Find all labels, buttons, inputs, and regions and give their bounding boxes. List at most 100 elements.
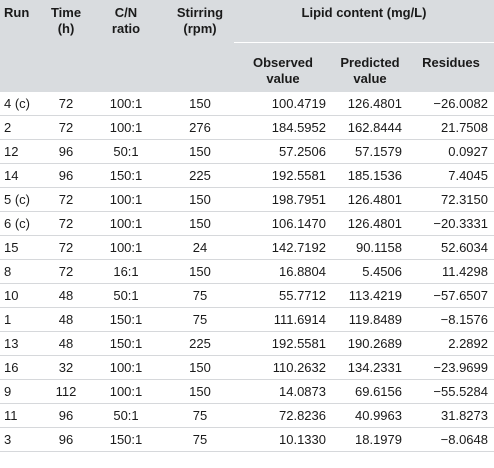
cell-time: 32: [46, 355, 86, 380]
cell-predicted: 162.8444: [332, 115, 408, 140]
header-cn-ratio-label: C/N ratio: [111, 5, 141, 36]
table-row: 15 72 100:1 24 142.7192 90.1158 52.6034: [0, 235, 494, 260]
cell-cn-ratio: 50:1: [86, 403, 166, 428]
cell-run: 10: [0, 283, 46, 308]
cell-predicted: 90.1158: [332, 235, 408, 260]
cell-residues: −55.5284: [408, 379, 494, 404]
cell-predicted: 57.1579: [332, 139, 408, 164]
cell-cn-ratio: 16:1: [86, 259, 166, 284]
cell-run: 6 (c): [0, 211, 46, 236]
cell-residues: 52.6034: [408, 235, 494, 260]
table-row: 14 96 150:1 225 192.5581 185.1536 7.4045: [0, 163, 494, 188]
cell-residues: −26.0082: [408, 92, 494, 116]
cell-stirring: 150: [166, 92, 234, 116]
cell-predicted: 126.4801: [332, 211, 408, 236]
cell-time: 72: [46, 187, 86, 212]
cell-residues: −20.3331: [408, 211, 494, 236]
cell-run: 11: [0, 403, 46, 428]
cell-cn-ratio: 100:1: [86, 187, 166, 212]
cell-observed: 142.7192: [234, 235, 332, 260]
header-time-label: Time (h): [50, 5, 82, 36]
cell-observed: 57.2506: [234, 139, 332, 164]
cell-run: 4 (c): [0, 92, 46, 116]
cell-observed: 198.7951: [234, 187, 332, 212]
cell-time: 96: [46, 163, 86, 188]
cell-run: 3: [0, 427, 46, 452]
cell-stirring: 276: [166, 115, 234, 140]
cell-stirring: 75: [166, 403, 234, 428]
cell-cn-ratio: 150:1: [86, 427, 166, 452]
cell-stirring: 150: [166, 259, 234, 284]
cell-predicted: 126.4801: [332, 187, 408, 212]
cell-run: 5 (c): [0, 187, 46, 212]
table-row: 1 48 150:1 75 111.6914 119.8489 −8.1576: [0, 307, 494, 332]
table-row: 8 72 16:1 150 16.8804 5.4506 11.4298: [0, 259, 494, 284]
cell-observed: 184.5952: [234, 115, 332, 140]
cell-cn-ratio: 150:1: [86, 307, 166, 332]
cell-stirring: 150: [166, 187, 234, 212]
cell-observed: 106.1470: [234, 211, 332, 236]
cell-predicted: 69.6156: [332, 379, 408, 404]
cell-time: 72: [46, 115, 86, 140]
cell-cn-ratio: 150:1: [86, 163, 166, 188]
cell-run: 8: [0, 259, 46, 284]
header-cn-ratio: C/N ratio: [86, 0, 166, 92]
cell-stirring: 225: [166, 163, 234, 188]
cell-cn-ratio: 100:1: [86, 355, 166, 380]
header-stirring: Stirring (rpm): [166, 0, 234, 92]
cell-cn-ratio: 50:1: [86, 283, 166, 308]
header-predicted-label: Predicted value: [340, 54, 400, 86]
cell-observed: 72.8236: [234, 403, 332, 428]
header-run-label: Run: [4, 5, 30, 20]
cell-predicted: 40.9963: [332, 403, 408, 428]
cell-run: 15: [0, 235, 46, 260]
cell-stirring: 225: [166, 331, 234, 356]
table-header: Run Time (h) C/N ratio Stirring (rpm) Li…: [0, 0, 494, 92]
cell-run: 12: [0, 139, 46, 164]
table-row: 4 (c) 72 100:1 150 100.4719 126.4801 −26…: [0, 92, 494, 116]
header-observed-value: Observed value: [234, 42, 332, 92]
cell-time: 72: [46, 211, 86, 236]
header-observed-label: Observed value: [253, 54, 313, 86]
cell-time: 48: [46, 331, 86, 356]
table-row: 11 96 50:1 75 72.8236 40.9963 31.8273: [0, 403, 494, 428]
cell-time: 96: [46, 427, 86, 452]
header-lipid-content-group: Lipid content (mg/L): [234, 0, 494, 43]
table-row: 3 96 150:1 75 10.1330 18.1979 −8.0648: [0, 427, 494, 452]
header-run: Run: [0, 0, 46, 92]
cell-time: 72: [46, 92, 86, 116]
cell-stirring: 75: [166, 283, 234, 308]
cell-predicted: 134.2331: [332, 355, 408, 380]
cell-cn-ratio: 100:1: [86, 92, 166, 116]
cell-residues: 31.8273: [408, 403, 494, 428]
header-residues-label: Residues: [422, 54, 480, 70]
cell-predicted: 185.1536: [332, 163, 408, 188]
cell-stirring: 150: [166, 139, 234, 164]
table-row: 2 72 100:1 276 184.5952 162.8444 21.7508: [0, 115, 494, 140]
cell-predicted: 5.4506: [332, 259, 408, 284]
cell-residues: 21.7508: [408, 115, 494, 140]
table-row: 13 48 150:1 225 192.5581 190.2689 2.2892: [0, 331, 494, 356]
cell-time: 72: [46, 235, 86, 260]
header-residues: Residues: [408, 42, 494, 92]
cell-predicted: 190.2689: [332, 331, 408, 356]
cell-stirring: 75: [166, 427, 234, 452]
table-row: 5 (c) 72 100:1 150 198.7951 126.4801 72.…: [0, 187, 494, 212]
cell-time: 96: [46, 403, 86, 428]
table-row: 9 112 100:1 150 14.0873 69.6156 −55.5284: [0, 379, 494, 404]
cell-predicted: 119.8489: [332, 307, 408, 332]
cell-observed: 111.6914: [234, 307, 332, 332]
header-lipid-content-label: Lipid content (mg/L): [301, 5, 427, 20]
table-row: 6 (c) 72 100:1 150 106.1470 126.4801 −20…: [0, 211, 494, 236]
cell-cn-ratio: 100:1: [86, 379, 166, 404]
cell-time: 48: [46, 307, 86, 332]
cell-run: 13: [0, 331, 46, 356]
cell-run: 1: [0, 307, 46, 332]
table-row: 10 48 50:1 75 55.7712 113.4219 −57.6507: [0, 283, 494, 308]
cell-cn-ratio: 100:1: [86, 211, 166, 236]
cell-residues: 7.4045: [408, 163, 494, 188]
cell-stirring: 24: [166, 235, 234, 260]
cell-run: 16: [0, 355, 46, 380]
cell-observed: 14.0873: [234, 379, 332, 404]
